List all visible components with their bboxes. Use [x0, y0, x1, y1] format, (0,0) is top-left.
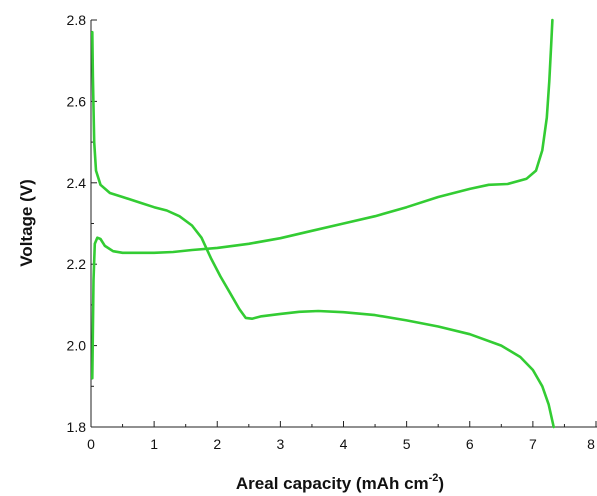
- x-tick-label: 0: [87, 436, 95, 452]
- y-tick-label: 2.8: [67, 12, 87, 28]
- series-line-1: [91, 30, 555, 429]
- y-tick-label: 2.6: [67, 93, 87, 109]
- y-tick-label: 1.8: [67, 419, 87, 435]
- x-tick-label: 5: [403, 436, 411, 452]
- x-tick-label: 3: [276, 436, 284, 452]
- x-tick-label: 2: [213, 436, 221, 452]
- x-axis-title: Areal capacity (mAh cm-2): [236, 472, 444, 493]
- x-axis-title-end: ): [438, 474, 444, 493]
- x-axis-title-main: Areal capacity (mAh cm: [236, 474, 429, 493]
- x-tick-label: 4: [340, 436, 348, 452]
- y-tick-label: 2.2: [67, 256, 87, 272]
- y-tick-label: 2.4: [67, 175, 87, 191]
- series-line-2: [91, 18, 554, 380]
- ticks: 0 1 2 3 4 5 6 7 8 1.8 2.0 2.2 2.4 2.6 2.8: [67, 12, 597, 452]
- y-tick-label: 2.0: [67, 338, 87, 354]
- x-tick-label: 8: [587, 436, 595, 452]
- x-tick-label: 7: [529, 436, 537, 452]
- x-axis-title-sup: -2: [429, 472, 439, 484]
- x-tick-label: 1: [150, 436, 158, 452]
- series-layer: [91, 18, 555, 429]
- x-tick-label: 6: [466, 436, 474, 452]
- y-axis-title: Voltage (V): [17, 179, 36, 267]
